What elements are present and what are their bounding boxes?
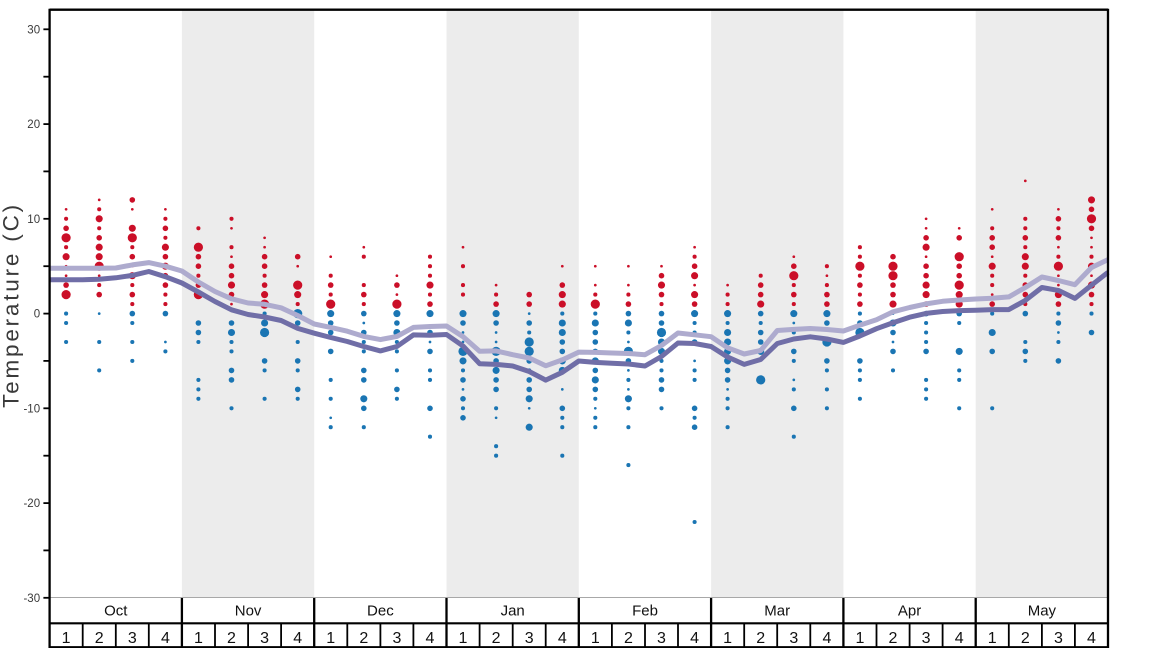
svg-text:May: May — [1028, 603, 1057, 620]
svg-text:3: 3 — [657, 630, 666, 647]
svg-text:Mar: Mar — [764, 603, 790, 620]
svg-text:20: 20 — [27, 119, 40, 131]
svg-text:Nov: Nov — [235, 603, 262, 620]
svg-text:30: 30 — [27, 24, 40, 36]
svg-text:-20: -20 — [23, 498, 40, 510]
svg-text:2: 2 — [756, 630, 765, 647]
svg-text:1: 1 — [988, 630, 997, 647]
svg-text:2: 2 — [1021, 630, 1030, 647]
svg-text:3: 3 — [922, 630, 931, 647]
svg-text:Temperature (C): Temperature (C) — [0, 202, 24, 408]
svg-text:3: 3 — [789, 630, 798, 647]
svg-text:3: 3 — [1054, 630, 1063, 647]
svg-text:0: 0 — [34, 309, 40, 321]
svg-text:-30: -30 — [23, 593, 40, 605]
svg-text:2: 2 — [95, 630, 104, 647]
svg-text:-10: -10 — [23, 403, 40, 415]
svg-text:1: 1 — [459, 630, 468, 647]
svg-text:Dec: Dec — [367, 603, 394, 620]
svg-text:3: 3 — [260, 630, 269, 647]
svg-text:1: 1 — [326, 630, 335, 647]
svg-text:10: 10 — [27, 214, 40, 226]
svg-text:1: 1 — [723, 630, 732, 647]
svg-text:2: 2 — [624, 630, 633, 647]
svg-text:1: 1 — [855, 630, 864, 647]
svg-text:Feb: Feb — [632, 603, 658, 620]
svg-text:3: 3 — [392, 630, 401, 647]
svg-text:4: 4 — [558, 630, 567, 647]
svg-text:3: 3 — [128, 630, 137, 647]
svg-text:4: 4 — [690, 630, 699, 647]
svg-text:4: 4 — [293, 630, 302, 647]
svg-text:4: 4 — [1087, 630, 1096, 647]
svg-text:Jan: Jan — [501, 603, 525, 620]
svg-text:2: 2 — [492, 630, 501, 647]
svg-text:2: 2 — [889, 630, 898, 647]
svg-text:1: 1 — [62, 630, 71, 647]
svg-text:4: 4 — [955, 630, 964, 647]
svg-text:2: 2 — [227, 630, 236, 647]
svg-text:1: 1 — [591, 630, 600, 647]
svg-text:2: 2 — [359, 630, 368, 647]
svg-text:4: 4 — [161, 630, 170, 647]
svg-text:4: 4 — [426, 630, 435, 647]
svg-text:4: 4 — [822, 630, 831, 647]
svg-text:1: 1 — [194, 630, 203, 647]
svg-text:3: 3 — [525, 630, 534, 647]
svg-text:Apr: Apr — [898, 603, 921, 620]
svg-text:Oct: Oct — [104, 603, 128, 620]
